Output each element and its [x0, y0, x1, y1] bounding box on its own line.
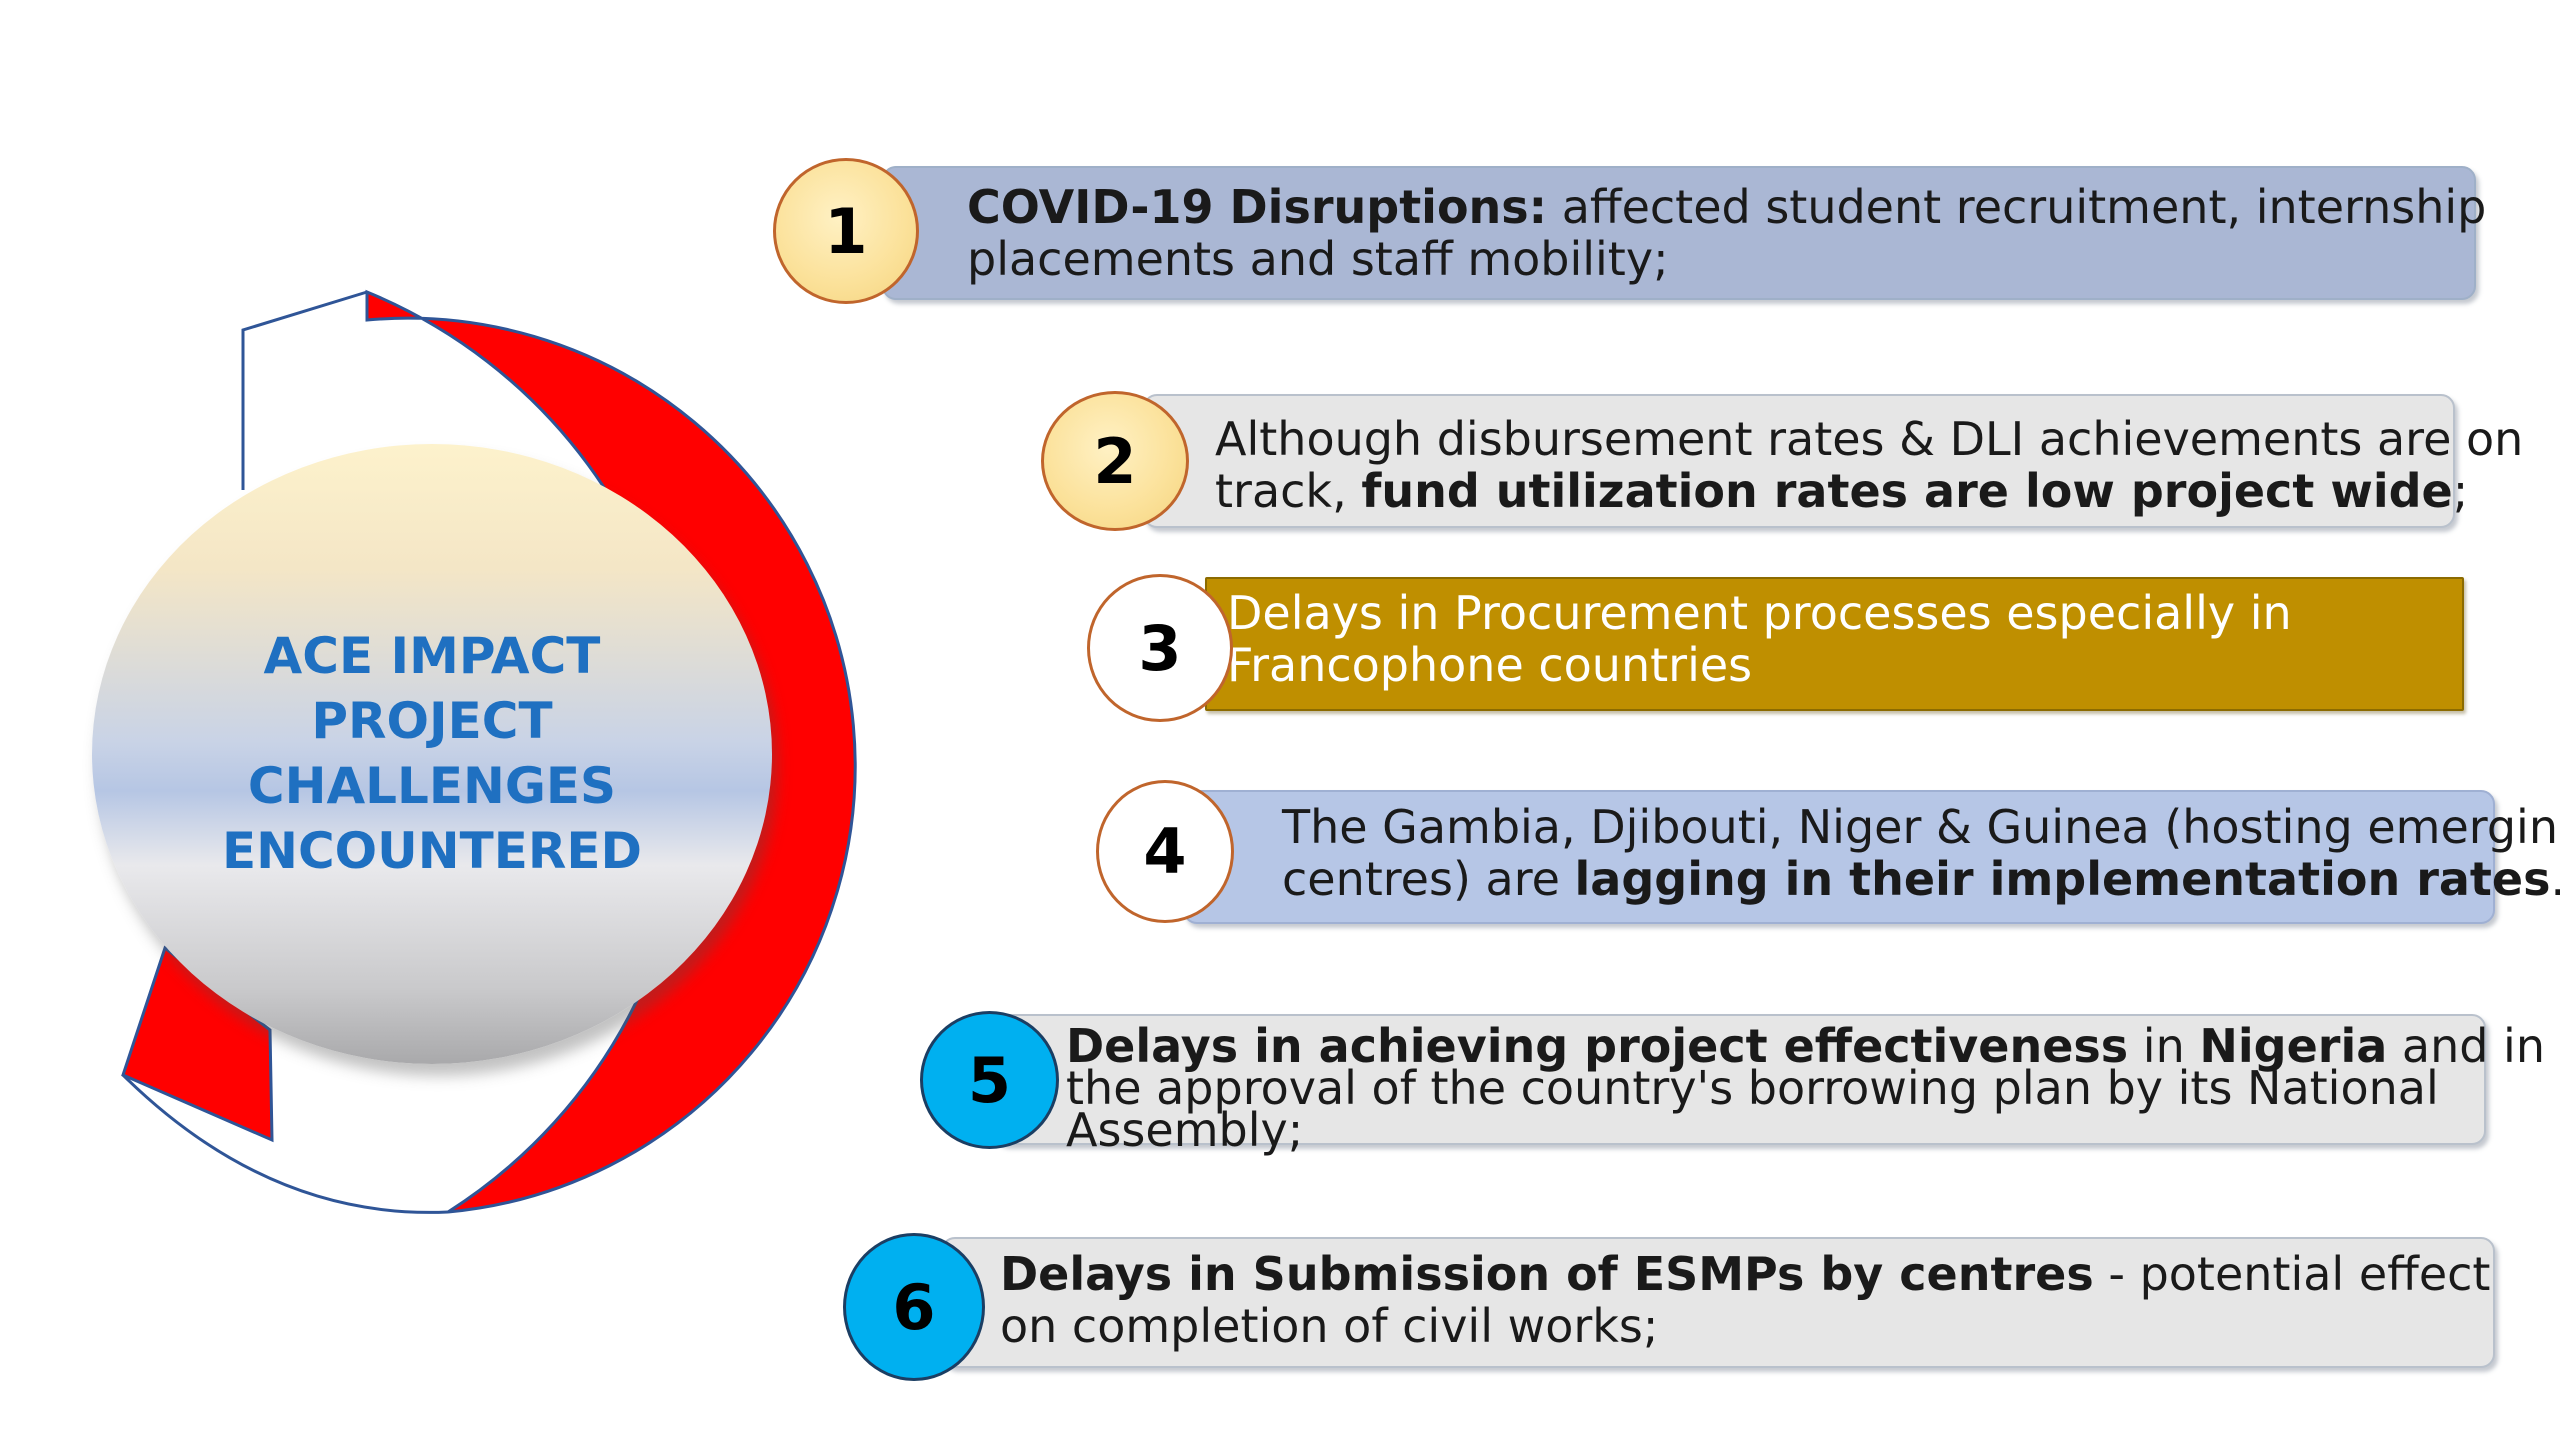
text-segment: . [2551, 852, 2560, 906]
challenge-number-2: 2 [1041, 391, 1189, 531]
challenge-text-4: The Gambia, Djibouti, Niger & Guinea (ho… [1282, 801, 2560, 905]
challenge-number-6: 6 [843, 1233, 985, 1381]
challenge-text-6: Delays in Submission of ESMPs by centres… [1000, 1248, 2490, 1352]
text-segment: The Gambia, Djibouti, Niger & Guinea (ho… [1282, 800, 2560, 854]
challenge-bar-6 [941, 1237, 2495, 1368]
hub-circle: ACE IMPACT PROJECT CHALLENGES ENCOUNTERE… [92, 444, 772, 1064]
challenge-number-5: 5 [920, 1011, 1059, 1149]
challenge-number-4: 4 [1096, 780, 1234, 923]
text-segment: and in [2387, 1019, 2545, 1073]
text-segment: affected student recruitment, internship [1547, 180, 2487, 234]
text-segment: Delays in Procurement processes especial… [1227, 586, 2292, 640]
challenge-text-3: Delays in Procurement processes especial… [1227, 587, 2292, 691]
challenge-bar-3 [1205, 577, 2464, 711]
ring-lower-curve [121, 1073, 449, 1214]
bold-segment: fund utilization rates are low project w… [1361, 464, 2453, 518]
challenge-bar-1 [882, 166, 2476, 300]
hub-title: ACE IMPACT PROJECT CHALLENGES ENCOUNTERE… [221, 627, 643, 880]
challenge-text-5: Delays in achieving project effectivenes… [1066, 1023, 2545, 1153]
challenge-bar-5 [993, 1014, 2486, 1145]
challenge-text-1: COVID-19 Disruptions: affected student r… [967, 181, 2486, 285]
text-segment: Assembly; [1066, 1103, 1304, 1157]
text-segment: Francophone countries [1227, 638, 1753, 692]
challenge-number-1: 1 [773, 158, 919, 304]
text-segment: - potential effect [2093, 1247, 2491, 1301]
ring-blue-outline [241, 290, 368, 490]
challenge-number-3: 3 [1087, 574, 1233, 722]
text-segment: the approval of the country's borrowing … [1066, 1061, 2439, 1115]
bold-segment: Delays in achieving project effectivenes… [1066, 1019, 2129, 1073]
text-segment: in [2128, 1019, 2200, 1073]
text-segment: on completion of civil works; [1000, 1299, 1659, 1353]
bold-segment: Delays in Submission of ESMPs by centres [1000, 1247, 2094, 1301]
text-segment: Although disbursement rates & DLI achiev… [1215, 412, 2524, 466]
challenge-text-2: Although disbursement rates & DLI achiev… [1215, 413, 2523, 517]
text-segment: track, [1215, 464, 1362, 518]
bold-segment: Nigeria [2199, 1019, 2388, 1073]
text-segment: ; [2452, 464, 2469, 518]
bold-segment: COVID-19 Disruptions: [967, 180, 1548, 234]
text-segment: centres) are [1282, 852, 1575, 906]
text-segment: placements and staff mobility; [967, 232, 1669, 286]
bold-segment: lagging in their implementation rates [1574, 852, 2551, 906]
challenge-bar-2 [1143, 394, 2455, 528]
